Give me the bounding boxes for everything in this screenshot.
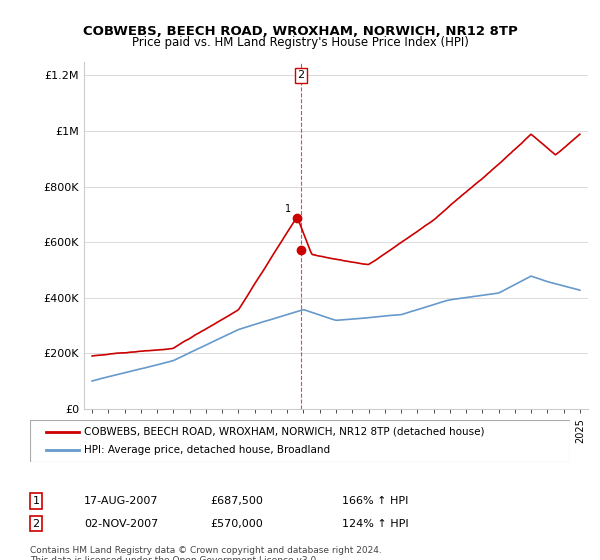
Text: COBWEBS, BEECH ROAD, WROXHAM, NORWICH, NR12 8TP: COBWEBS, BEECH ROAD, WROXHAM, NORWICH, N…	[83, 25, 517, 38]
Text: £687,500: £687,500	[210, 496, 263, 506]
Text: 2: 2	[32, 519, 40, 529]
Text: Contains HM Land Registry data © Crown copyright and database right 2024.
This d: Contains HM Land Registry data © Crown c…	[30, 546, 382, 560]
Text: 02-NOV-2007: 02-NOV-2007	[84, 519, 158, 529]
Text: £570,000: £570,000	[210, 519, 263, 529]
Text: 17-AUG-2007: 17-AUG-2007	[84, 496, 158, 506]
Text: 124% ↑ HPI: 124% ↑ HPI	[342, 519, 409, 529]
Text: 1: 1	[32, 496, 40, 506]
FancyBboxPatch shape	[30, 420, 570, 462]
Text: COBWEBS, BEECH ROAD, WROXHAM, NORWICH, NR12 8TP (detached house): COBWEBS, BEECH ROAD, WROXHAM, NORWICH, N…	[84, 427, 485, 437]
Text: 166% ↑ HPI: 166% ↑ HPI	[342, 496, 409, 506]
Text: 1: 1	[284, 204, 290, 214]
Text: 2: 2	[298, 71, 304, 81]
Text: Price paid vs. HM Land Registry's House Price Index (HPI): Price paid vs. HM Land Registry's House …	[131, 36, 469, 49]
Text: HPI: Average price, detached house, Broadland: HPI: Average price, detached house, Broa…	[84, 445, 330, 455]
